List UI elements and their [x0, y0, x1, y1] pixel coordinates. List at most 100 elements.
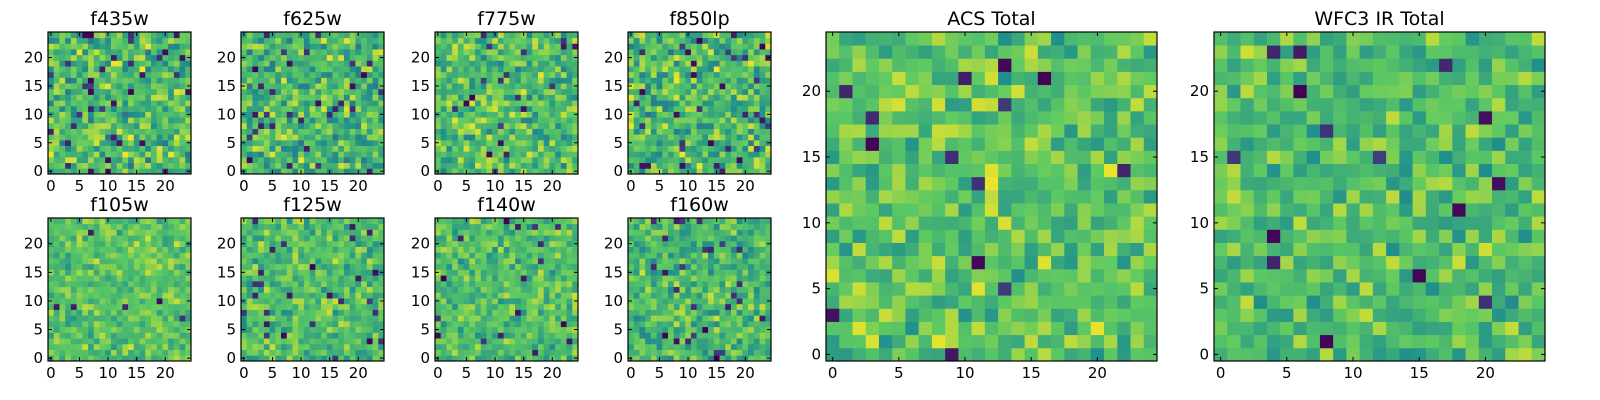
heatmap-cell: [366, 286, 373, 293]
heatmap-cell: [65, 168, 72, 175]
heatmap-cell: [730, 111, 738, 118]
heatmap-cell: [88, 235, 95, 242]
heatmap-cell: [730, 37, 738, 44]
heatmap-cell: [685, 349, 692, 356]
heatmap-cell: [372, 105, 379, 112]
heatmap-cell: [286, 298, 293, 305]
heatmap-cell: [520, 252, 527, 259]
heatmap-cell: [105, 286, 112, 293]
heatmap-cell: [469, 60, 476, 67]
heatmap-cell: [116, 332, 123, 339]
heatmap-cell: [736, 298, 743, 305]
heatmap-cell: [509, 309, 516, 316]
heatmap-cell: [179, 229, 186, 236]
heatmap-cell: [326, 156, 333, 164]
heatmap-cell: [275, 66, 282, 73]
heatmap-cell: [759, 139, 766, 146]
heatmap-cell: [628, 94, 635, 101]
heatmap-cell: [361, 355, 368, 362]
heatmap-cell: [526, 139, 533, 146]
heatmap-cell: [241, 229, 248, 236]
heatmap-cell: [65, 105, 72, 112]
heatmap-cell: [537, 223, 545, 230]
heatmap-cell: [656, 156, 663, 164]
heatmap-cell: [452, 139, 459, 146]
heatmap-cell: [355, 49, 362, 56]
heatmap-cell: [526, 54, 533, 61]
heatmap-cell: [708, 355, 715, 362]
heatmap-cell: [730, 32, 738, 39]
heatmap-cell: [537, 105, 545, 112]
heatmap-cell: [139, 280, 146, 288]
heatmap-cell: [457, 286, 464, 293]
heatmap-cell: [105, 77, 112, 84]
heatmap-cell: [315, 252, 322, 259]
heatmap-cell: [730, 338, 738, 345]
heatmap-cell: [65, 246, 72, 253]
heatmap-cell: [286, 338, 293, 345]
heatmap-cell: [645, 280, 652, 288]
heatmap-cell: [326, 229, 333, 236]
heatmap-cell: [76, 77, 83, 84]
heatmap-cell: [492, 309, 499, 316]
heatmap-cell: [572, 94, 579, 101]
heatmap-cell: [560, 292, 567, 299]
heatmap-cell: [639, 292, 646, 299]
heatmap-cell: [179, 94, 186, 101]
heatmap-cell: [679, 111, 686, 118]
heatmap-cell: [65, 343, 72, 350]
heatmap-cell: [321, 355, 328, 362]
heatmap-cell: [315, 94, 322, 101]
heatmap-cell: [469, 156, 476, 164]
heatmap-cell: [736, 303, 743, 310]
heatmap-cell: [122, 162, 129, 169]
heatmap-cell: [685, 298, 692, 305]
heatmap-cell: [748, 43, 755, 50]
heatmap-cell: [110, 223, 118, 230]
heatmap-cell: [269, 320, 276, 328]
heatmap-cell: [526, 292, 533, 299]
heatmap-cell: [150, 145, 158, 152]
heatmap-cell: [492, 252, 499, 259]
heatmap-cell: [48, 37, 55, 44]
heatmap-cell: [343, 88, 351, 95]
heatmap-cell: [537, 88, 545, 95]
heatmap-cell: [292, 275, 299, 282]
heatmap-cell: [309, 54, 316, 61]
heatmap-cell: [537, 162, 545, 169]
heatmap-cell: [355, 145, 362, 152]
heatmap-cell: [292, 303, 299, 310]
heatmap-cell: [748, 349, 755, 356]
heatmap-cell: [537, 240, 545, 247]
heatmap-cell: [572, 292, 579, 299]
heatmap-cell: [713, 151, 720, 158]
heatmap-cell: [53, 315, 60, 322]
heatmap-cell: [185, 105, 192, 112]
heatmap-cell: [759, 94, 766, 101]
heatmap-cell: [446, 156, 453, 164]
heatmap-cell: [537, 252, 545, 259]
heatmap-cell: [435, 235, 442, 242]
heatmap-cell: [298, 43, 305, 50]
heatmap-cell: [281, 218, 288, 225]
heatmap-cell: [497, 100, 505, 107]
heatmap-cell: [765, 134, 772, 141]
heatmap-cell: [515, 258, 522, 265]
heatmap-cell: [303, 292, 311, 299]
heatmap-cell: [179, 83, 186, 90]
heatmap-cell: [145, 71, 152, 78]
heatmap-cell: [315, 218, 322, 225]
heatmap-cell: [263, 32, 270, 39]
heatmap-cell: [338, 269, 345, 276]
heatmap-cell: [309, 326, 316, 333]
heatmap-cell: [736, 156, 743, 164]
heatmap-cell: [492, 128, 499, 135]
heatmap-cell: [303, 246, 311, 253]
heatmap-cell: [326, 320, 333, 328]
heatmap-cell: [452, 100, 459, 107]
heatmap-cell: [520, 275, 527, 282]
heatmap-cell: [269, 309, 276, 316]
heatmap-cell: [93, 100, 100, 107]
heatmap-cell: [361, 151, 368, 158]
heatmap-cell: [748, 292, 755, 299]
